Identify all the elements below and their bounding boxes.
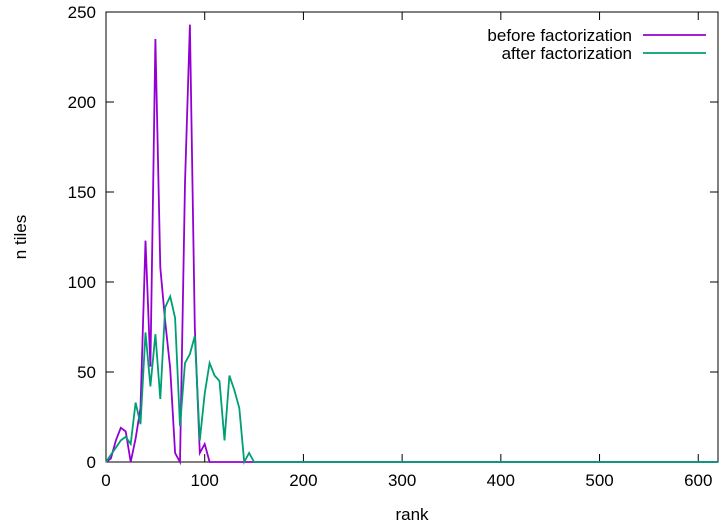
y-tick-label: 200	[68, 93, 96, 112]
y-axis: 0 50 100 150 200 250	[68, 3, 718, 472]
x-tick-label: 300	[388, 471, 416, 490]
y-tick-label: 0	[87, 453, 96, 472]
x-tick-label: 600	[684, 471, 712, 490]
x-tick-label: 500	[585, 471, 613, 490]
legend-label: after factorization	[502, 44, 632, 63]
y-tick-label: 150	[68, 183, 96, 202]
y-tick-label: 250	[68, 3, 96, 22]
x-tick-label: 400	[487, 471, 515, 490]
series-layer	[105, 24, 718, 466]
x-axis-label: rank	[395, 505, 429, 524]
y-tick-label: 100	[68, 273, 96, 292]
series-line-before-factorization	[105, 24, 718, 466]
y-axis-label: n tiles	[11, 215, 30, 259]
legend-label: before factorization	[487, 26, 632, 45]
x-tick-label: 100	[191, 471, 219, 490]
y-tick-label: 50	[77, 363, 96, 382]
series-line-after-factorization	[105, 293, 718, 466]
x-axis: 0 100 200 300 400 500 600	[101, 12, 712, 490]
x-tick-label: 0	[101, 471, 110, 490]
x-tick-label: 200	[289, 471, 317, 490]
